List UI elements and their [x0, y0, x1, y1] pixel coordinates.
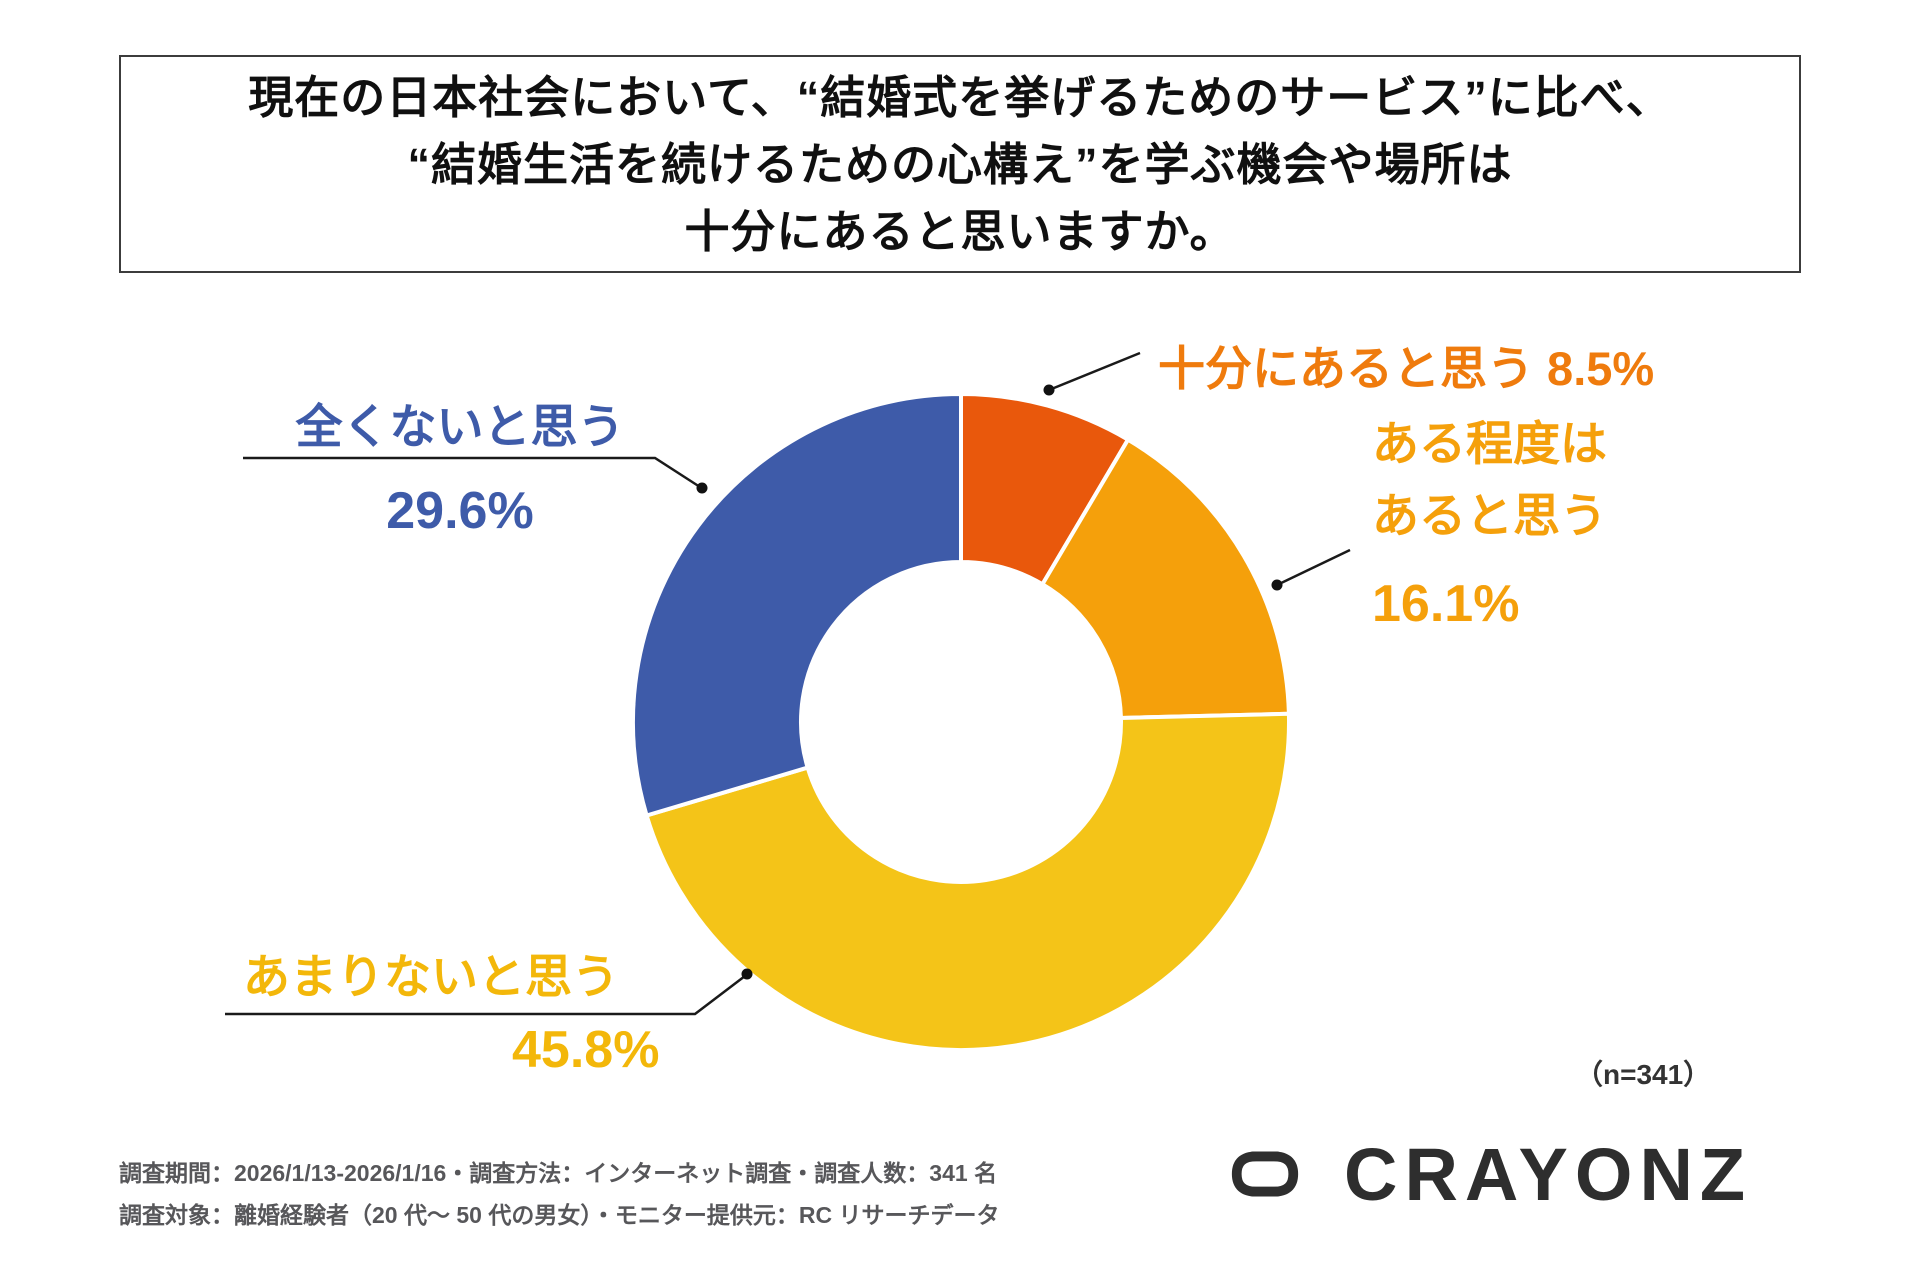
crayonz-logo-icon — [1231, 1151, 1299, 1197]
sample-size-note: （n=341） — [1575, 1059, 1712, 1090]
survey-methodology-line1: 調査期間：2026/1/13-2026/1/16・調査方法：インターネット調査・… — [119, 1160, 998, 1186]
callout-none-label: 全くないと思う — [295, 400, 625, 453]
callout-somewhat-value: 16.1% — [1372, 575, 1520, 633]
callout-somewhat-line1: ある程度は — [1372, 417, 1607, 470]
callout-somewhat-line2: あると思う — [1372, 489, 1607, 542]
callout-somewhat: ある程度は あると思う 16.1% — [1372, 408, 1607, 640]
donut-segment-not_much — [644, 711, 1291, 1053]
question-title-box: 現在の日本社会において、“結婚式を挙げるためのサービス”に比べ、 “結婚生活を続… — [119, 55, 1801, 273]
title-line-1: 現在の日本社会において、“結婚式を挙げるためのサービス”に比べ、 — [248, 71, 1672, 123]
title-line-2: “結婚生活を続けるための心構え”を学ぶ機会や場所は — [407, 138, 1513, 190]
crayonz-logo-text: CRAYONZ — [1344, 1132, 1753, 1216]
callout-none-at-all: 全くないと思う 29.6% — [240, 388, 680, 541]
callout-not-much-value: 45.8% — [512, 1021, 660, 1079]
donut-chart — [631, 392, 1291, 1053]
callout-sufficient: 十分にあると思う 8.5% — [1158, 342, 1655, 395]
crayonz-logo: CRAYONZ — [1212, 1128, 1752, 1220]
callout-not-much-label: あまりないと思う — [243, 950, 619, 1003]
survey-methodology: 調査期間：2026/1/13-2026/1/16・調査方法：インターネット調査・… — [119, 1152, 999, 1236]
donut-segment-somewhat — [1040, 437, 1291, 720]
callout-none-value: 29.6% — [386, 482, 534, 540]
title-line-3: 十分にあると思いますか。 — [684, 205, 1236, 257]
survey-methodology-line2: 調査対象：離婚経験者（20 代～ 50 代の男女）・モニター提供元：RC リサー… — [119, 1202, 1000, 1228]
donut-segment-none_at_all — [631, 392, 963, 818]
